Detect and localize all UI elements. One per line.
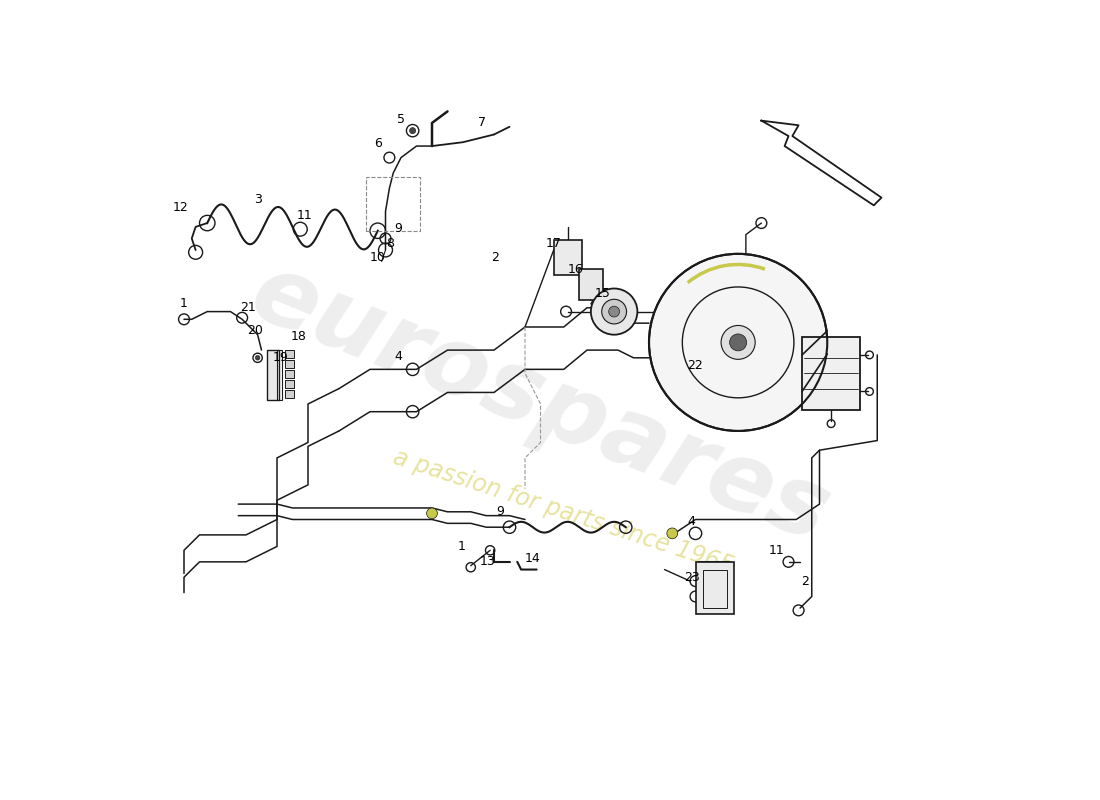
Text: 2: 2 (492, 251, 499, 264)
Text: 21: 21 (240, 302, 255, 314)
Bar (553, 240, 582, 274)
Text: 19: 19 (273, 351, 288, 364)
Circle shape (255, 355, 260, 360)
Circle shape (649, 254, 827, 431)
Text: 13: 13 (480, 555, 496, 568)
Circle shape (667, 528, 678, 538)
Circle shape (608, 306, 619, 317)
Bar (285, 350, 294, 358)
Text: 11: 11 (769, 544, 784, 557)
Text: eurospares: eurospares (238, 246, 843, 562)
Bar (703, 570, 726, 608)
Text: 17: 17 (546, 238, 562, 250)
Bar (285, 380, 294, 388)
Bar (267, 350, 279, 400)
Text: 23: 23 (684, 570, 700, 584)
Bar (285, 370, 294, 378)
Bar (285, 390, 294, 398)
Text: a passion for parts since 1965: a passion for parts since 1965 (390, 446, 737, 578)
Bar (285, 360, 294, 368)
Bar (277, 350, 282, 400)
Text: 15: 15 (595, 287, 610, 300)
Bar (580, 270, 603, 300)
Circle shape (729, 334, 747, 351)
Circle shape (602, 299, 627, 324)
Text: 14: 14 (525, 551, 540, 565)
Text: 9: 9 (496, 506, 504, 518)
Text: 20: 20 (248, 323, 263, 337)
Circle shape (409, 127, 416, 134)
Text: 11: 11 (296, 209, 312, 222)
Bar (695, 562, 735, 614)
Text: 18: 18 (290, 330, 307, 342)
Text: 12: 12 (173, 201, 188, 214)
Text: 6: 6 (374, 138, 382, 150)
Text: 4: 4 (688, 514, 695, 527)
Circle shape (427, 508, 438, 518)
Circle shape (722, 326, 756, 359)
Text: 4: 4 (395, 350, 403, 362)
Text: 10: 10 (370, 251, 386, 264)
Text: 1: 1 (458, 540, 465, 553)
Bar (802, 337, 860, 410)
Text: 9: 9 (395, 222, 403, 235)
Text: 5: 5 (397, 113, 405, 126)
Circle shape (591, 289, 637, 334)
Text: 1: 1 (180, 298, 188, 310)
Text: 16: 16 (568, 262, 583, 276)
Text: 7: 7 (478, 117, 486, 130)
Text: 3: 3 (254, 194, 262, 206)
Text: 2: 2 (802, 574, 810, 587)
Text: 8: 8 (386, 238, 394, 250)
Text: 22: 22 (688, 359, 703, 372)
